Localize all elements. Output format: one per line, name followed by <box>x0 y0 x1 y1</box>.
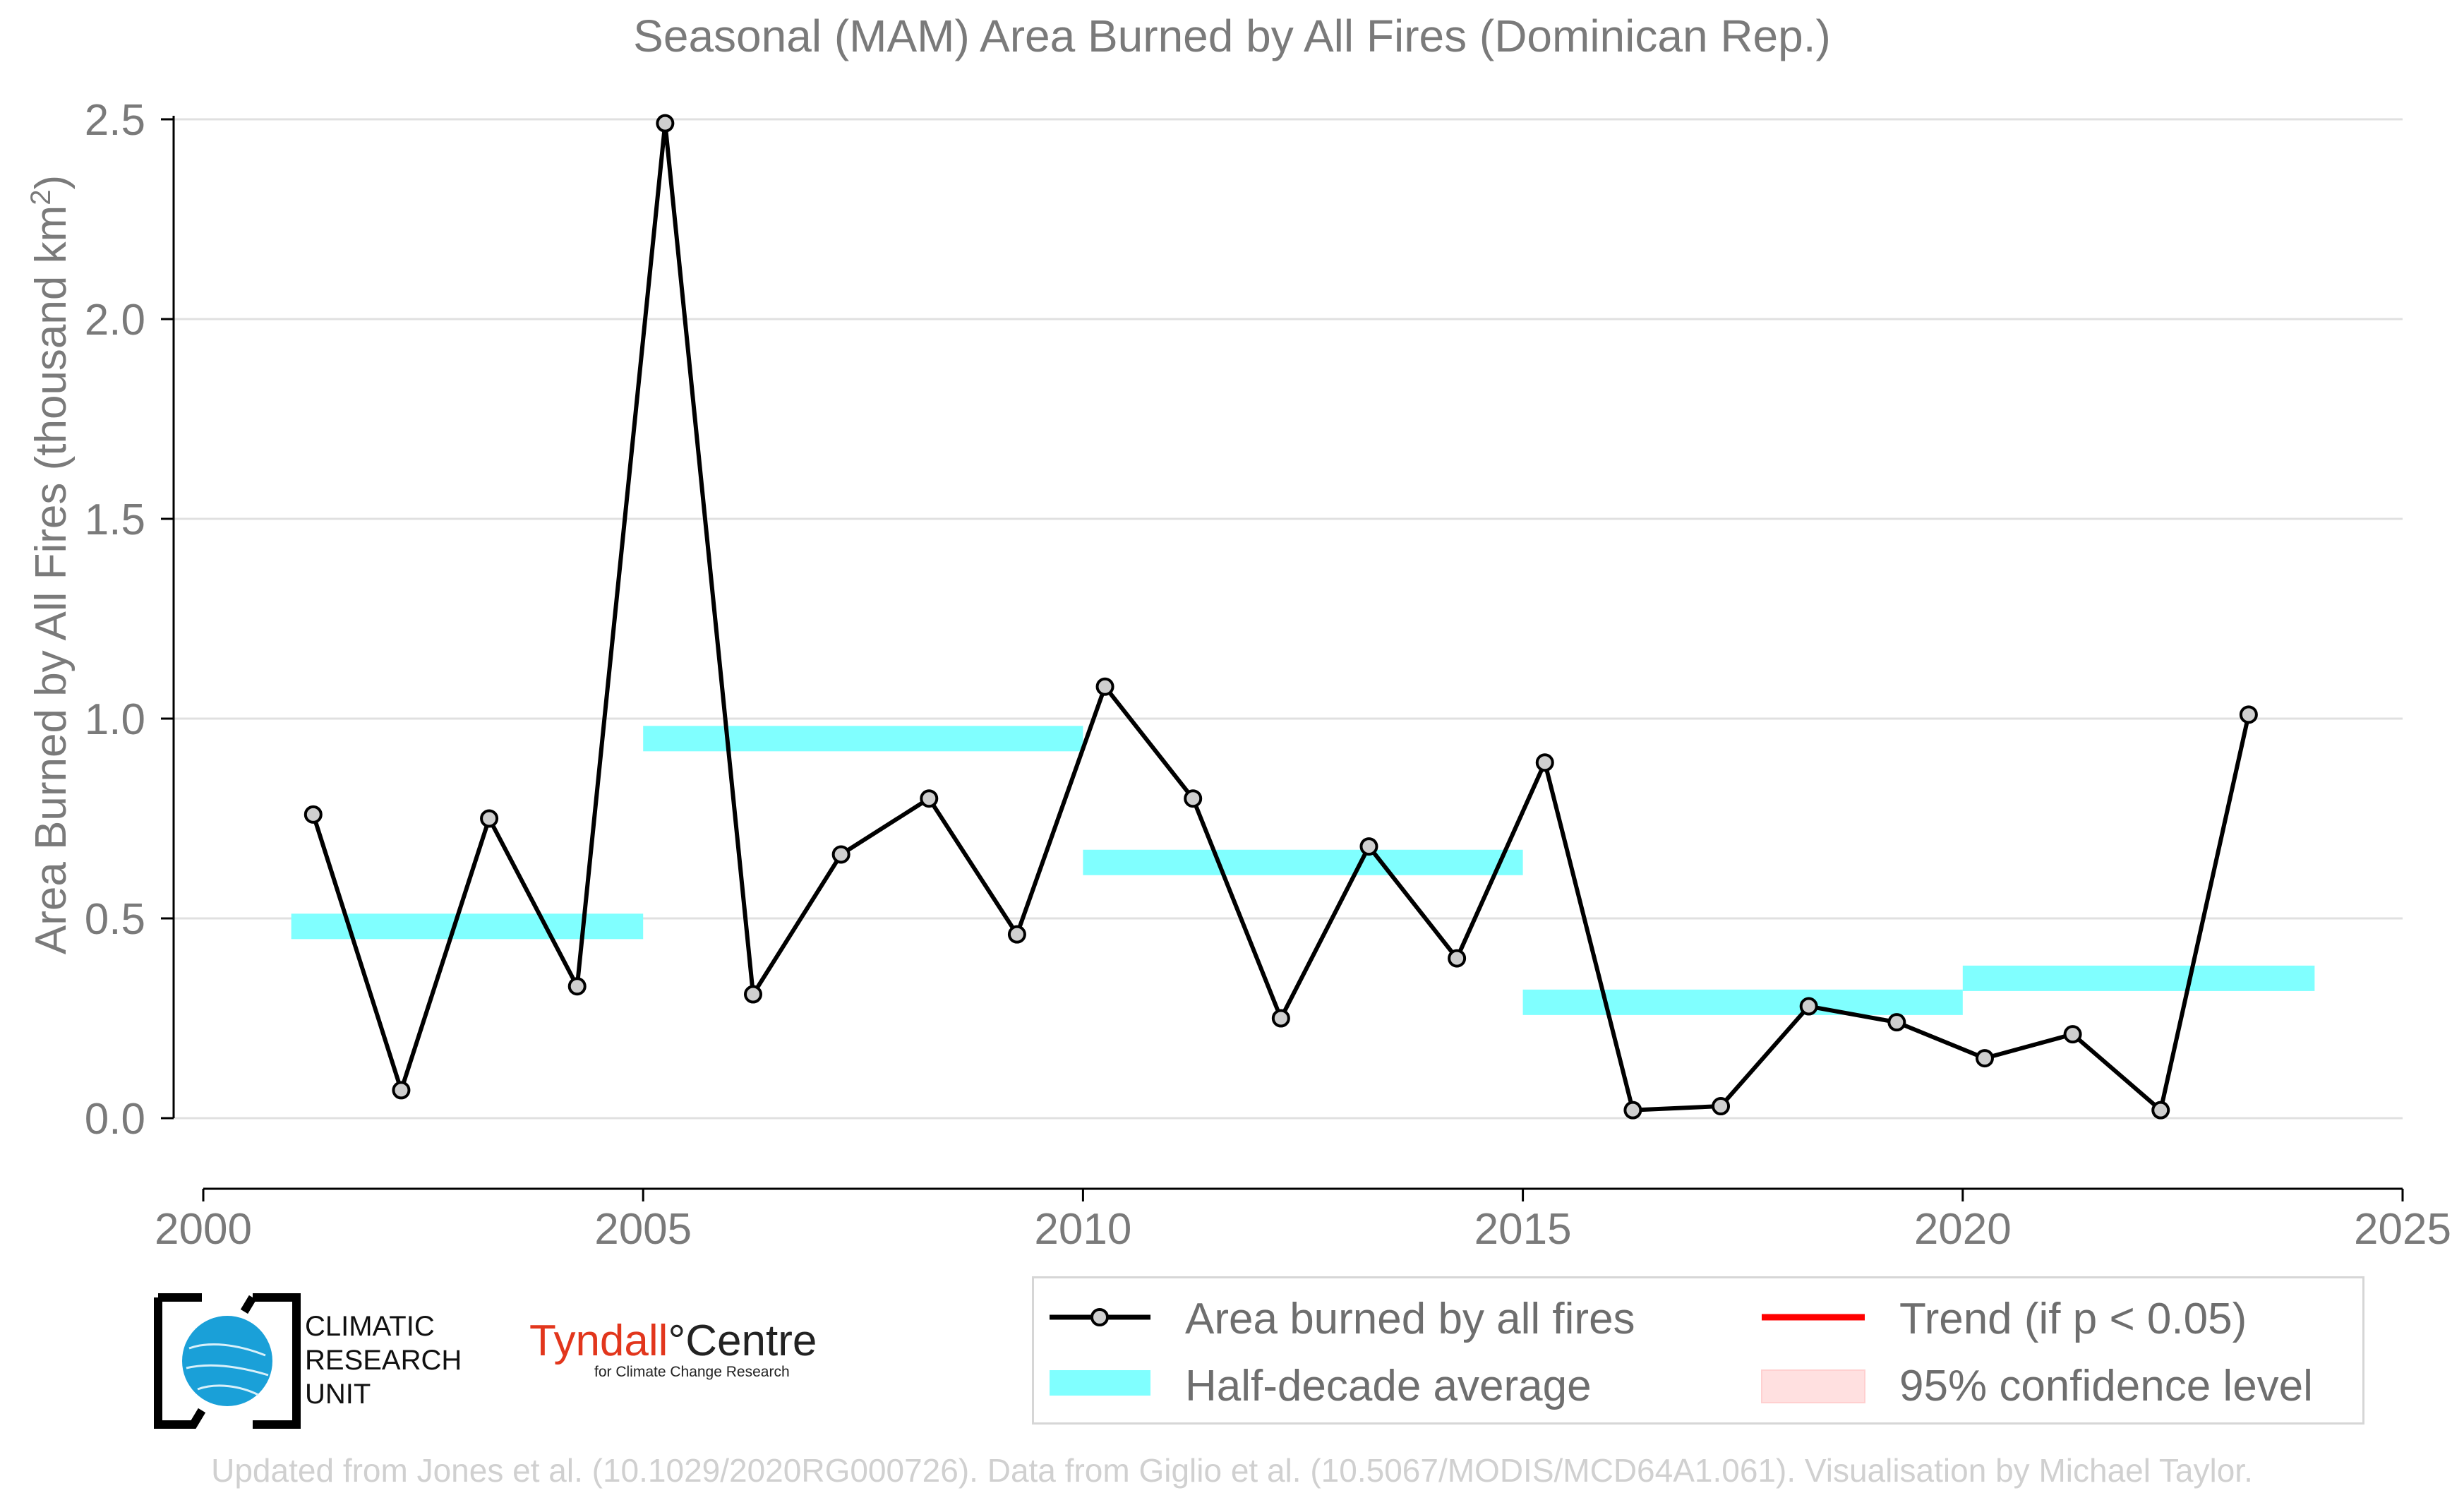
legend-bar-symbol <box>1050 1370 1150 1396</box>
data-point <box>1271 1009 1290 1028</box>
half-decade-bars <box>291 726 2315 1015</box>
data-point <box>567 977 587 996</box>
area-burned-line <box>311 121 2251 1113</box>
tyndall-logo: Tyndall°Centre for Climate Change Resear… <box>529 1317 817 1381</box>
half-decade-bar <box>1962 965 2315 991</box>
cru-wordmark: CLIMATIC RESEARCH UNIT <box>305 1311 462 1410</box>
x-tick-label: 2005 <box>594 1205 692 1254</box>
legend-symbols <box>1050 1308 1865 1403</box>
legend-label-half-decade: Half-decade average <box>1185 1362 1592 1410</box>
data-point <box>744 985 762 1004</box>
data-point <box>1359 837 1378 856</box>
x-axis: 2000 2005 2010 2015 2020 2025 <box>155 1187 2451 1254</box>
data-point <box>920 789 939 808</box>
cru-logo <box>154 1293 301 1429</box>
credit-line: Updated from Jones et al. (10.1029/2020R… <box>211 1452 2253 1489</box>
legend-label-confidence: 95% confidence level <box>1899 1362 2313 1410</box>
y-tick-label: 0.5 <box>85 895 145 944</box>
half-decade-bar <box>643 726 1083 752</box>
data-point <box>1975 1049 1994 1068</box>
x-tick-label: 2000 <box>155 1205 252 1254</box>
data-point <box>1799 997 1818 1016</box>
data-point <box>656 114 675 133</box>
chart-title: Seasonal (MAM) Area Burned by All Fires … <box>633 11 1831 61</box>
legend-label-area: Area burned by all fires <box>1185 1295 1635 1343</box>
x-tick-label: 2020 <box>1914 1205 2012 1254</box>
legend-label-trend: Trend (if p < 0.05) <box>1899 1295 2247 1343</box>
data-point <box>2151 1101 2170 1120</box>
data-point <box>2063 1025 2082 1044</box>
data-point <box>480 809 499 828</box>
y-tick-label: 0.0 <box>85 1095 145 1144</box>
data-point <box>1095 677 1114 696</box>
chart-plot: 0.00.51.01.52.02.5 2000 2005 2010 2015 2020 2… <box>85 96 2451 1254</box>
y-tick-label: 1.0 <box>85 695 145 744</box>
data-point <box>1184 789 1203 808</box>
half-decade-bar <box>1083 849 1523 875</box>
y-tick-label: 2.5 <box>85 96 145 145</box>
data-point <box>392 1081 411 1100</box>
data-point <box>831 845 851 864</box>
data-point <box>1535 753 1554 772</box>
data-point <box>1007 925 1026 944</box>
y-tick-label: 2.0 <box>85 296 145 344</box>
legend-confidence-symbol <box>1761 1369 1865 1403</box>
data-point <box>1712 1097 1731 1116</box>
y-axis: 0.0 0.5 1.0 1.5 2.0 2.5 <box>85 96 175 1144</box>
data-point <box>1448 949 1467 968</box>
x-tick-label: 2010 <box>1034 1205 1131 1254</box>
data-point <box>2239 705 2258 724</box>
legend: Area burned by all fires Half-decade ave… <box>1032 1276 2364 1425</box>
y-tick-label: 1.5 <box>85 496 145 544</box>
half-decade-bar <box>1522 989 1963 1015</box>
legend-marker-symbol <box>1090 1308 1109 1326</box>
data-points <box>304 114 2258 1120</box>
x-tick-label: 2015 <box>1474 1205 1572 1254</box>
series-line <box>311 121 2251 1113</box>
data-point <box>1887 1013 1906 1032</box>
data-point <box>304 805 323 824</box>
x-tick-label: 2025 <box>2354 1205 2451 1254</box>
data-point <box>1623 1101 1642 1120</box>
